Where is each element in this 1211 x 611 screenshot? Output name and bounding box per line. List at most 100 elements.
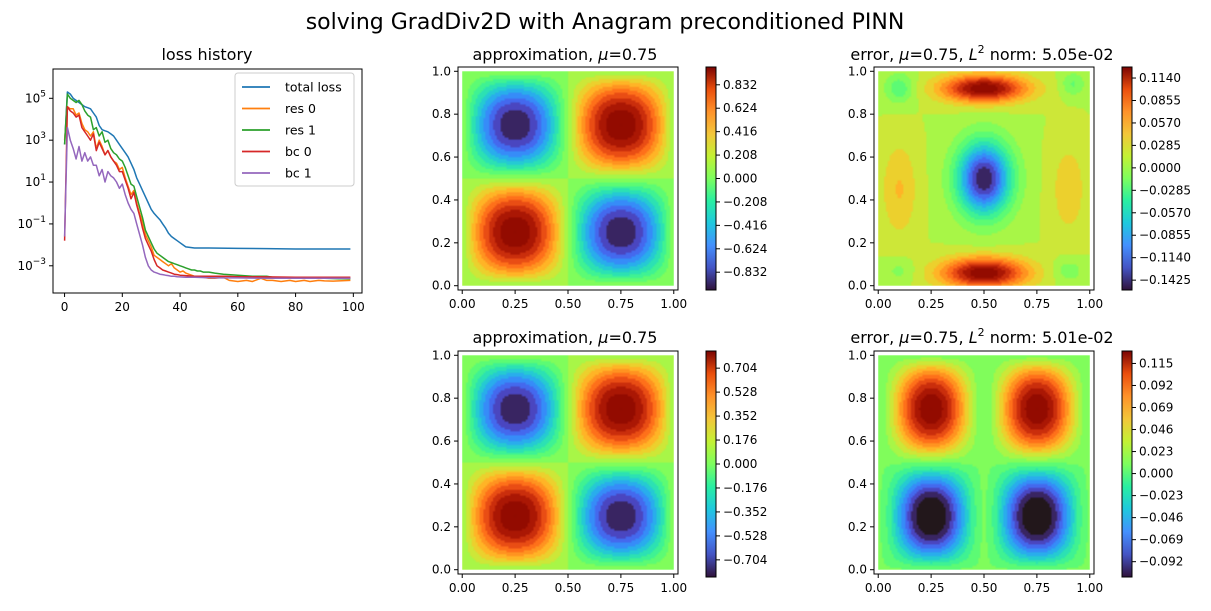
colorbar-tick-label: 0.208 xyxy=(723,148,757,162)
x-tick-label: 0.00 xyxy=(865,297,892,311)
y-tick-label: 1.0 xyxy=(432,348,451,362)
y-tick-label: 0.6 xyxy=(848,150,867,164)
colorbar-tick-label: −0.176 xyxy=(723,481,767,495)
y-tick-label: 0.2 xyxy=(432,236,451,250)
colorbar xyxy=(705,66,717,291)
approximation-panel-top: approximation, μ=0.75 0.00 0.25 0.50 0.75 1.… xyxy=(432,45,768,311)
colorbar-tick-label: 0.000 xyxy=(723,457,757,471)
colorbar-tick-label: 0.176 xyxy=(723,433,757,447)
y-tick-label: 1.0 xyxy=(848,64,867,78)
x-tick-label: 0.75 xyxy=(608,297,635,311)
colorbar-tick-label: −0.528 xyxy=(723,529,767,543)
y-tick-label: 0.0 xyxy=(848,563,867,577)
y-tick-label: 0.6 xyxy=(848,434,867,448)
y-tick-label: 0.6 xyxy=(432,150,451,164)
colorbar-tick-label: −0.046 xyxy=(1139,511,1183,525)
x-tick-label: 0.50 xyxy=(971,297,998,311)
x-tick-label: 1.00 xyxy=(660,297,687,311)
figure-suptitle: solving GradDiv2D with Anagram precondit… xyxy=(306,10,905,35)
y-tick-label: 0.0 xyxy=(432,279,451,293)
y-tick-label: 0.2 xyxy=(848,520,867,534)
x-tick-label: 0.25 xyxy=(918,581,945,595)
colorbar-tick-label: 0.046 xyxy=(1139,423,1173,437)
colorbar-tick-label: 0.0285 xyxy=(1139,138,1181,152)
colorbar-tick-label: 0.069 xyxy=(1139,401,1173,415)
colorbar-tick-label: 0.624 xyxy=(723,101,757,115)
x-tick-label: 20 xyxy=(115,300,130,314)
colorbar-tick-label: 0.0000 xyxy=(1139,161,1181,175)
x-tick-label: 1.00 xyxy=(1076,581,1103,595)
x-tick-label: 0.25 xyxy=(918,297,945,311)
error-panel-bottom: error, μ=0.75, L2 norm: 5.01e-02 0.00 0.2… xyxy=(848,326,1184,595)
colorbar xyxy=(1121,350,1133,578)
error-panel-top: error, μ=0.75, L2 norm: 5.05e-02 0.00 0.2… xyxy=(848,43,1191,311)
x-tick-label: 0.50 xyxy=(555,581,582,595)
y-tick-label: 0.4 xyxy=(848,477,867,491)
colorbar-tick-label: −0.832 xyxy=(723,265,767,279)
colorbar-tick-label: −0.069 xyxy=(1139,533,1183,547)
approximation-panel-bottom: approximation, μ=0.75 0.00 0.25 0.50 0.75 1.… xyxy=(432,328,768,595)
heatmap-image xyxy=(878,355,1090,570)
y-tick-label: 105 xyxy=(25,89,46,105)
loss-lines xyxy=(63,91,351,283)
y-tick-label: 10−3 xyxy=(17,257,46,273)
y-tick-label: 0.2 xyxy=(432,520,451,534)
x-tick-label: 0.00 xyxy=(449,581,476,595)
x-tick-label: 0.50 xyxy=(555,297,582,311)
x-tick-label: 0.50 xyxy=(971,581,998,595)
x-tick-label: 0.75 xyxy=(608,581,635,595)
colorbar-tick-label: −0.416 xyxy=(723,218,767,232)
y-tick-label: 0.4 xyxy=(432,193,451,207)
colorbar-tick-label: 0.1140 xyxy=(1139,71,1181,85)
loss-legend: total loss res 0 res 1 bc 0 bc 1 xyxy=(234,72,355,187)
x-tick-label: 40 xyxy=(172,300,187,314)
x-tick-label: 60 xyxy=(230,300,245,314)
x-tick-label: 0 xyxy=(61,300,69,314)
colorbar-tick-label: 0.0570 xyxy=(1139,116,1181,130)
colorbar-tick-label: 0.528 xyxy=(723,385,757,399)
panel-title: approximation, μ=0.75 xyxy=(473,328,658,347)
y-tick-label: 0.0 xyxy=(432,563,451,577)
colorbar-tick-label: 0.000 xyxy=(723,172,757,186)
x-tick-label: 80 xyxy=(288,300,303,314)
y-tick-label: 0.2 xyxy=(848,236,867,250)
y-tick-label: 0.8 xyxy=(848,107,867,121)
loss-axes-frame xyxy=(52,68,363,294)
colorbar-tick-label: −0.023 xyxy=(1139,489,1183,503)
legend-label-2: res 1 xyxy=(285,123,316,138)
y-tick-label: 103 xyxy=(25,131,46,147)
y-tick-label: 0.0 xyxy=(848,279,867,293)
colorbar-tick-label: −0.704 xyxy=(723,553,767,567)
colorbar xyxy=(705,350,717,578)
panel-title: error, μ=0.75, L2 norm: 5.01e-02 xyxy=(850,326,1113,347)
legend-frame xyxy=(234,72,355,187)
loss-series-line-3 xyxy=(63,105,351,279)
x-tick-label: 0.00 xyxy=(865,581,892,595)
y-tick-label: 0.4 xyxy=(848,193,867,207)
legend-label-4: bc 1 xyxy=(285,166,312,181)
y-tick-label: 0.8 xyxy=(848,391,867,405)
loss-series-line-2 xyxy=(63,93,351,280)
y-tick-label: 1.0 xyxy=(432,64,451,78)
colorbar-tick-label: −0.208 xyxy=(723,195,767,209)
y-tick-label: 0.8 xyxy=(432,107,451,121)
x-tick-label: 1.00 xyxy=(1076,297,1103,311)
colorbar xyxy=(1121,66,1133,291)
heatmap-image xyxy=(878,71,1090,286)
colorbar-tick-label: −0.0855 xyxy=(1139,228,1191,242)
colorbar-tick-label: −0.352 xyxy=(723,505,767,519)
y-tick-label: 101 xyxy=(25,173,46,189)
loss-series-line-0 xyxy=(63,91,351,250)
legend-label-1: res 0 xyxy=(285,101,316,116)
colorbar-tick-label: 0.0855 xyxy=(1139,93,1181,107)
colorbar-tick-label: 0.023 xyxy=(1139,445,1173,459)
colorbar-tick-label: −0.1425 xyxy=(1139,273,1191,287)
loss-history-panel: loss history 0 20 40 60 80 100 10510310110−11… xyxy=(17,45,364,314)
loss-y-ticks: 105 103 101 10−1 10−3 xyxy=(17,89,53,273)
x-tick-label: 0.75 xyxy=(1024,297,1051,311)
y-tick-label: 1.0 xyxy=(848,348,867,362)
colorbar-tick-label: −0.0285 xyxy=(1139,183,1191,197)
loss-x-ticks: 0 20 40 60 80 100 xyxy=(61,293,365,314)
x-tick-label: 0.25 xyxy=(502,297,529,311)
colorbar-tick-label: −0.624 xyxy=(723,242,767,256)
